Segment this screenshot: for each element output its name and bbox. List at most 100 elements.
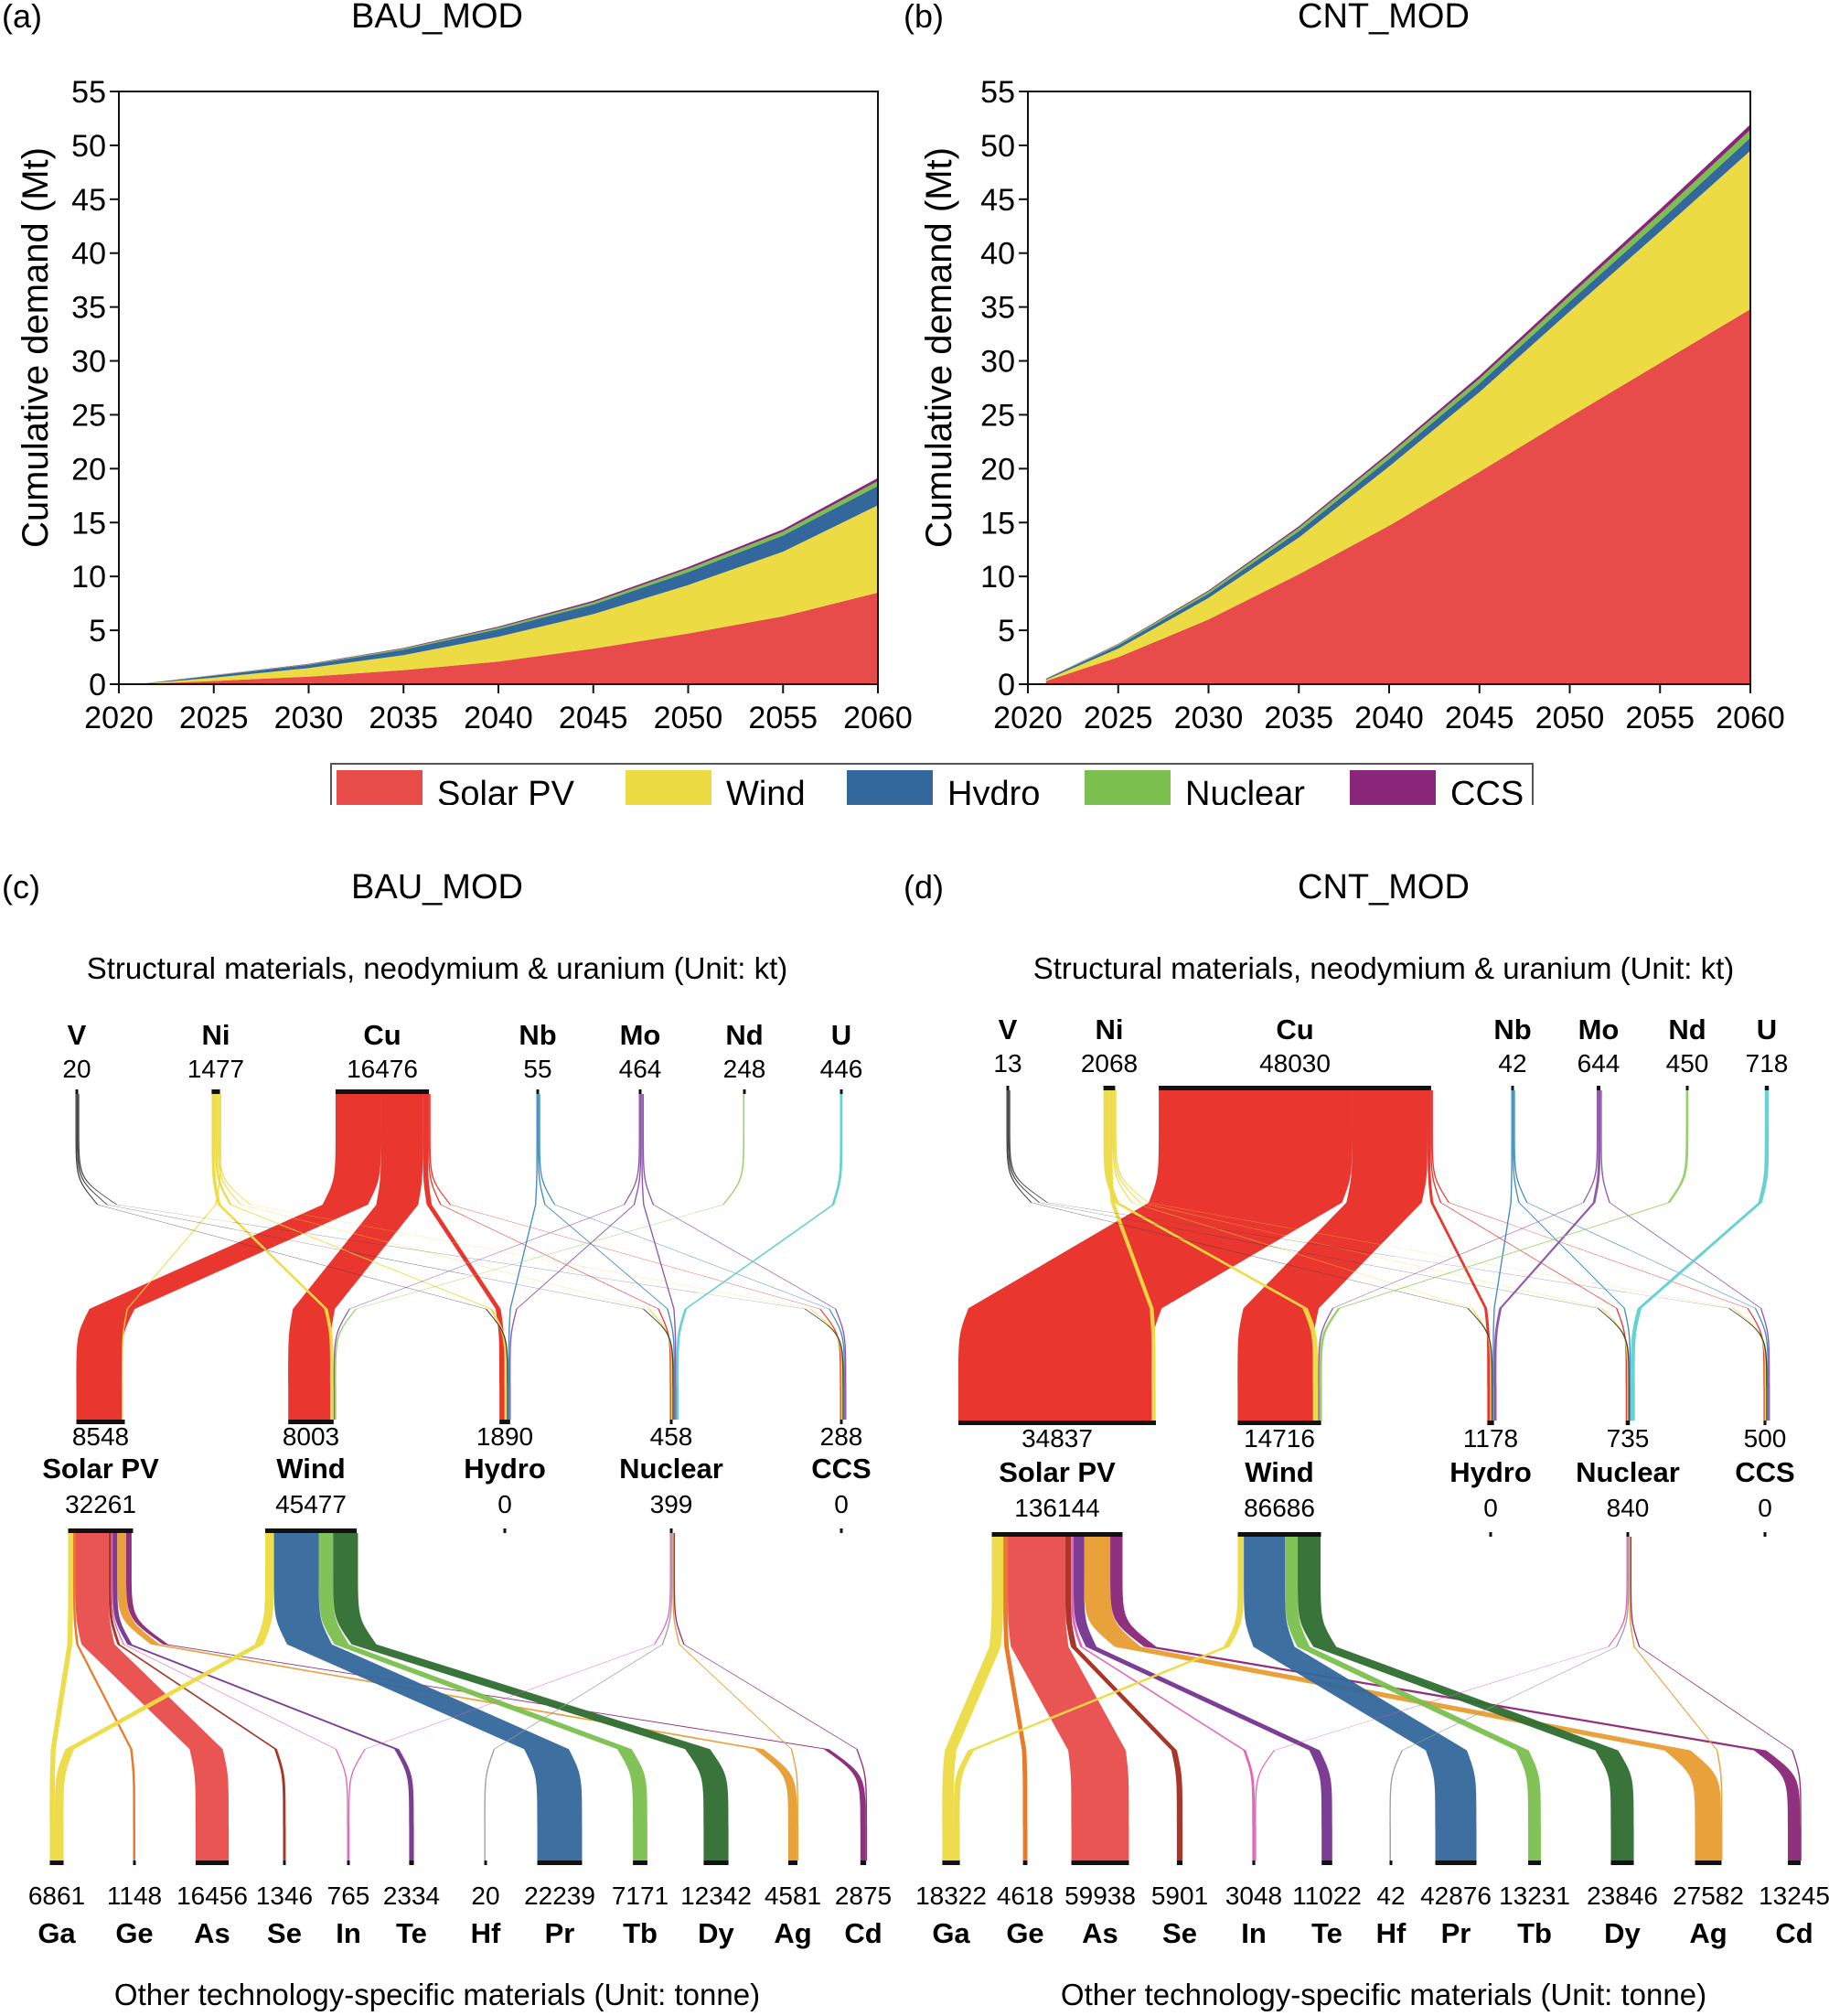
y-tick-label: 40 bbox=[980, 237, 1015, 272]
y-ticks-b: 0 5 10 15 20 25 30 35 40 45 50 55 bbox=[980, 75, 1028, 702]
node-name: V bbox=[999, 1013, 1018, 1046]
flow-solar-pv-to-ge bbox=[73, 1533, 136, 1861]
flow-nb-to-hydro bbox=[1492, 1090, 1513, 1421]
flow-wind-to-tb bbox=[1285, 1537, 1541, 1861]
panel-label-d: (d) bbox=[904, 868, 944, 906]
node-bar bbox=[335, 1089, 430, 1094]
flow-nuclear-to-hf bbox=[484, 1533, 673, 1861]
node-value: 2875 bbox=[835, 1882, 892, 1910]
node-value: 16476 bbox=[347, 1055, 418, 1083]
node-bar-structural bbox=[958, 1421, 1156, 1425]
node-bar bbox=[1022, 1861, 1028, 1865]
y-tick-label: 55 bbox=[71, 75, 106, 110]
technology-name: Hydro bbox=[1449, 1456, 1532, 1488]
legend-swatch bbox=[626, 770, 711, 805]
node-value: 464 bbox=[619, 1055, 662, 1083]
legend: Solar PV Wind Hydro Nuclear CCS bbox=[330, 763, 1534, 805]
chart-panel-b: (b) CNT_MOD Cumulative demand (Mt) 0 5 10 1… bbox=[904, 0, 1785, 735]
node-value: 55 bbox=[523, 1055, 551, 1083]
specific-node-ga: 6861 Ga bbox=[28, 1861, 85, 1949]
node-name: Cu bbox=[1276, 1013, 1313, 1046]
node-value: 4618 bbox=[997, 1882, 1054, 1910]
node-bar-specific bbox=[1763, 1532, 1767, 1537]
specific-total: 0 bbox=[834, 1490, 849, 1518]
y-tick-label: 0 bbox=[998, 668, 1015, 702]
node-bar-structural bbox=[1487, 1421, 1494, 1425]
specific-node-as: 16456 As bbox=[176, 1861, 248, 1949]
chart-title-b: CNT_MOD bbox=[1298, 0, 1470, 36]
flows-d bbox=[942, 1090, 1802, 1861]
flow-mo-to-hydro bbox=[1493, 1090, 1601, 1421]
node-bar bbox=[638, 1089, 642, 1094]
node-name: Cu bbox=[363, 1019, 401, 1051]
technology-node-hydro: 1178 Hydro 0 bbox=[1449, 1421, 1532, 1537]
y-tick-label: 20 bbox=[71, 452, 106, 487]
flows-c bbox=[49, 1094, 868, 1861]
y-tick-label: 15 bbox=[71, 506, 106, 541]
node-name: Te bbox=[396, 1917, 427, 1949]
flow-v-to-nuclear bbox=[1007, 1090, 1630, 1421]
legend-item-nuclear: Nuclear bbox=[1085, 770, 1305, 805]
flow-wind-to-dy bbox=[1298, 1537, 1634, 1861]
node-bar bbox=[1695, 1861, 1722, 1865]
specific-total: 86686 bbox=[1244, 1494, 1315, 1522]
area-solar-pv bbox=[137, 592, 878, 684]
chart-panel-a: (a) BAU_MOD Cumulative demand (Mt) 0 5 10 1… bbox=[2, 0, 913, 735]
flow-nuclear-to-ag bbox=[672, 1533, 799, 1861]
node-value: 765 bbox=[327, 1882, 370, 1910]
x-tick-label: 2030 bbox=[274, 701, 344, 735]
specific-node-hf: 20 Hf bbox=[471, 1861, 501, 1949]
technology-name: Solar PV bbox=[999, 1456, 1116, 1488]
flow-solar-pv-to-as bbox=[1007, 1537, 1129, 1861]
sankey-panel-d: (d) CNT_MOD Structural materials, neodym… bbox=[904, 868, 1829, 2011]
legend-swatch bbox=[847, 770, 933, 805]
node-bar bbox=[1764, 1086, 1770, 1090]
node-bar bbox=[1685, 1086, 1689, 1090]
node-value: 248 bbox=[723, 1055, 766, 1083]
specific-node-ge: 4618 Ge bbox=[997, 1861, 1054, 1949]
flow-mo-to-nuclear bbox=[641, 1094, 677, 1420]
y-tick-label: 55 bbox=[980, 75, 1015, 110]
flow-wind-to-pr bbox=[1244, 1537, 1477, 1861]
flow-cu-to-solar-pv bbox=[76, 1094, 381, 1420]
structural-node-ni: Ni 2068 bbox=[1081, 1013, 1138, 1090]
y-tick-label: 5 bbox=[998, 614, 1015, 649]
legend-label: Hydro bbox=[947, 775, 1040, 805]
node-bar bbox=[703, 1861, 729, 1865]
legend-item-wind: Wind bbox=[626, 770, 806, 805]
y-tick-label: 50 bbox=[980, 129, 1015, 164]
node-bar bbox=[347, 1861, 350, 1865]
structural-node-u: U 718 bbox=[1746, 1013, 1788, 1090]
node-bar bbox=[1511, 1086, 1514, 1090]
node-bar-specific bbox=[1489, 1532, 1492, 1537]
flow-solar-pv-to-te bbox=[112, 1533, 414, 1861]
x-tick-label: 2025 bbox=[1084, 701, 1153, 735]
node-name: Se bbox=[267, 1917, 302, 1949]
node-value: 5901 bbox=[1151, 1882, 1208, 1910]
node-name: Cd bbox=[844, 1917, 882, 1949]
flow-cu-to-nuclear bbox=[427, 1094, 671, 1420]
specific-node-hf: 42 Hf bbox=[1376, 1861, 1407, 1949]
node-name: Ag bbox=[774, 1917, 811, 1949]
specific-total: 0 bbox=[1483, 1494, 1498, 1522]
node-value: 18322 bbox=[915, 1882, 987, 1910]
x-tick-label: 2050 bbox=[1535, 701, 1605, 735]
node-name: Nb bbox=[519, 1019, 556, 1051]
y-tick-label: 10 bbox=[980, 560, 1015, 595]
sankey-diagrams: (c) BAU_MOD Structural materials, neodym… bbox=[2, 868, 1829, 2011]
technology-node-ccs: 500 CCS 0 bbox=[1735, 1421, 1795, 1537]
specific-node-dy: 12342 Dy bbox=[680, 1861, 752, 1949]
node-bar-structural bbox=[1763, 1421, 1767, 1425]
y-tick-label: 15 bbox=[980, 506, 1015, 541]
area-series-a bbox=[137, 477, 878, 684]
legend-item-ccs: CCS bbox=[1350, 770, 1524, 805]
structural-node-nd: Nd 248 bbox=[723, 1019, 766, 1094]
flow-solar-pv-to-ag bbox=[117, 1533, 797, 1861]
node-name: Ge bbox=[1006, 1917, 1043, 1949]
flow-solar-pv-to-cd bbox=[125, 1533, 866, 1861]
node-value: 20 bbox=[471, 1882, 499, 1910]
